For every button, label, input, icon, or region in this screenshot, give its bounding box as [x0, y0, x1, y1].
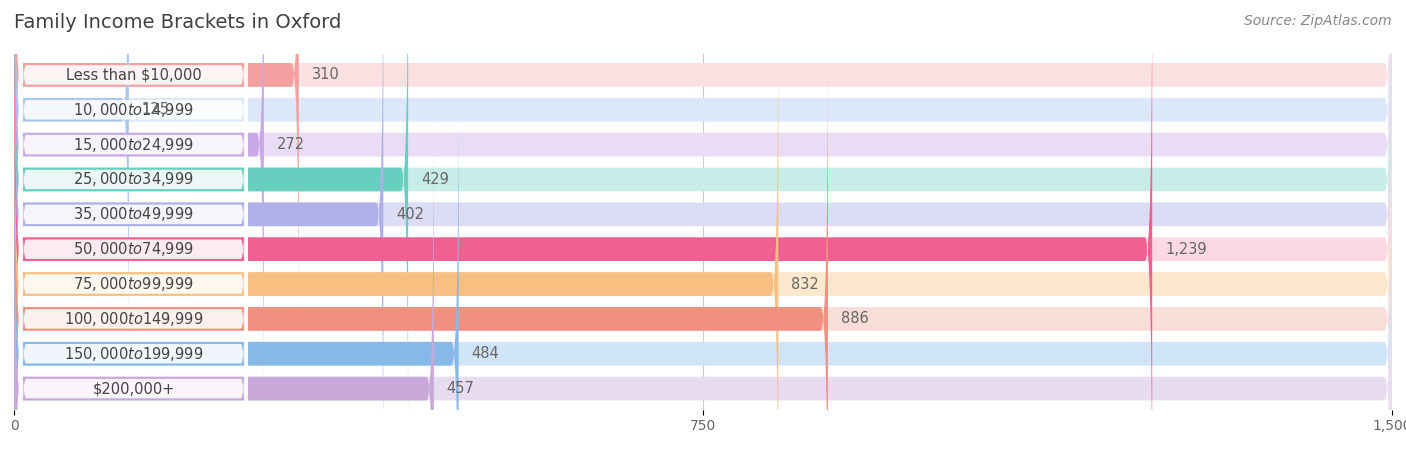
FancyBboxPatch shape — [20, 120, 247, 450]
FancyBboxPatch shape — [14, 122, 434, 450]
FancyBboxPatch shape — [14, 87, 1392, 450]
FancyBboxPatch shape — [14, 0, 1392, 412]
FancyBboxPatch shape — [20, 50, 247, 450]
FancyBboxPatch shape — [20, 0, 247, 309]
Text: $150,000 to $199,999: $150,000 to $199,999 — [63, 345, 204, 363]
Text: 832: 832 — [792, 277, 818, 292]
Text: 484: 484 — [471, 346, 499, 361]
Text: 125: 125 — [142, 102, 170, 117]
Text: $200,000+: $200,000+ — [93, 381, 174, 396]
FancyBboxPatch shape — [20, 0, 247, 414]
FancyBboxPatch shape — [14, 0, 129, 377]
FancyBboxPatch shape — [14, 0, 1392, 446]
Text: $75,000 to $99,999: $75,000 to $99,999 — [73, 275, 194, 293]
Text: 886: 886 — [841, 311, 869, 326]
FancyBboxPatch shape — [20, 0, 247, 344]
FancyBboxPatch shape — [14, 87, 458, 450]
FancyBboxPatch shape — [14, 0, 264, 412]
Text: Less than $10,000: Less than $10,000 — [66, 68, 201, 82]
FancyBboxPatch shape — [20, 85, 247, 450]
FancyBboxPatch shape — [20, 154, 247, 450]
Text: $10,000 to $14,999: $10,000 to $14,999 — [73, 101, 194, 119]
Text: Source: ZipAtlas.com: Source: ZipAtlas.com — [1244, 14, 1392, 27]
FancyBboxPatch shape — [14, 52, 1392, 450]
Text: 402: 402 — [396, 207, 425, 222]
FancyBboxPatch shape — [20, 0, 247, 379]
FancyBboxPatch shape — [14, 0, 1392, 450]
FancyBboxPatch shape — [14, 0, 1392, 377]
Text: 429: 429 — [420, 172, 449, 187]
Text: 1,239: 1,239 — [1166, 242, 1206, 256]
Text: $50,000 to $74,999: $50,000 to $74,999 — [73, 240, 194, 258]
FancyBboxPatch shape — [20, 0, 247, 449]
FancyBboxPatch shape — [14, 0, 384, 450]
Text: $35,000 to $49,999: $35,000 to $49,999 — [73, 205, 194, 223]
FancyBboxPatch shape — [14, 52, 828, 450]
FancyBboxPatch shape — [20, 15, 247, 450]
Text: $15,000 to $24,999: $15,000 to $24,999 — [73, 135, 194, 153]
FancyBboxPatch shape — [14, 0, 1392, 450]
FancyBboxPatch shape — [14, 17, 1392, 450]
FancyBboxPatch shape — [14, 0, 408, 446]
FancyBboxPatch shape — [14, 122, 1392, 450]
Text: 457: 457 — [447, 381, 475, 396]
FancyBboxPatch shape — [14, 0, 1152, 450]
FancyBboxPatch shape — [14, 0, 1392, 342]
FancyBboxPatch shape — [14, 17, 779, 450]
Text: $100,000 to $149,999: $100,000 to $149,999 — [63, 310, 204, 328]
FancyBboxPatch shape — [14, 0, 299, 342]
Text: Family Income Brackets in Oxford: Family Income Brackets in Oxford — [14, 14, 342, 32]
Text: $25,000 to $34,999: $25,000 to $34,999 — [73, 171, 194, 189]
Text: 310: 310 — [312, 68, 339, 82]
Text: 272: 272 — [277, 137, 305, 152]
